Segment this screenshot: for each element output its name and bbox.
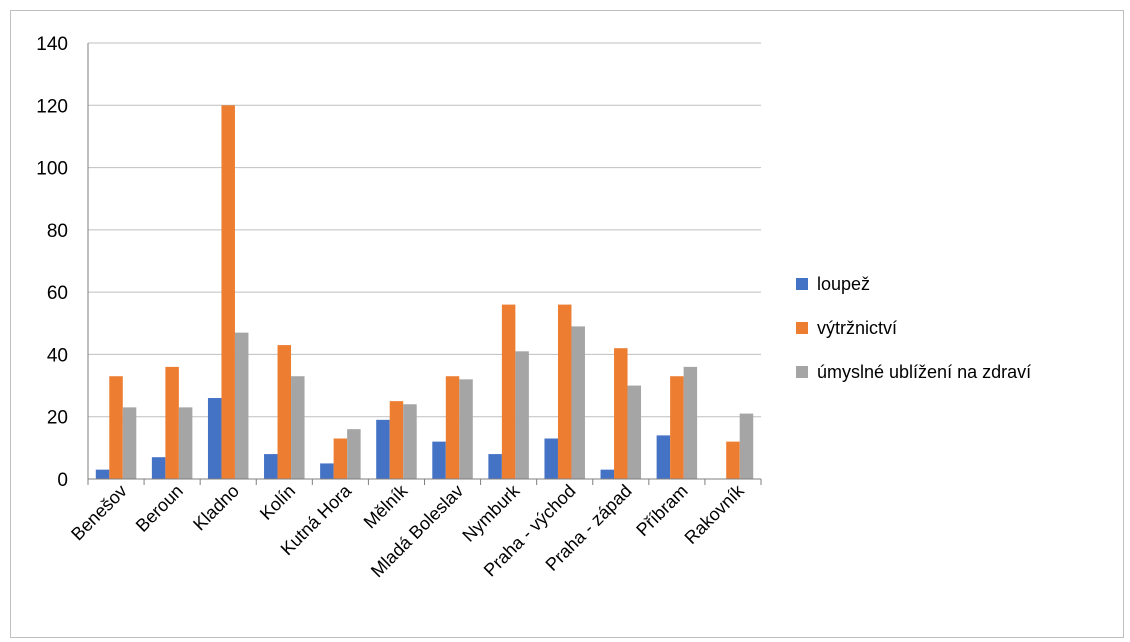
x-category-label: Kolín	[256, 481, 299, 524]
bar	[122, 407, 137, 479]
bar	[557, 304, 572, 479]
bar	[432, 441, 446, 479]
bar	[291, 376, 305, 479]
y-tick-label: 140	[36, 34, 68, 55]
legend-swatch	[796, 366, 808, 378]
bar	[488, 454, 502, 479]
bar	[683, 366, 698, 479]
bar	[151, 457, 166, 479]
legend: loupež výtržnictví úmyslné ublížení na zdr…	[796, 274, 1031, 382]
y-tick-label: 100	[36, 159, 68, 180]
x-category-label: Kladno	[189, 481, 243, 535]
bar	[600, 469, 615, 479]
y-tick-label: 0	[57, 470, 68, 491]
bar	[277, 345, 292, 479]
y-tick-label: 80	[47, 221, 68, 242]
bar	[739, 413, 754, 479]
bar	[544, 438, 558, 479]
bar-chart: 0 20 40 60 80 100 120 140 Benešov Beroun Kladno Ko…	[36, 34, 1031, 581]
bar	[264, 454, 278, 479]
bar	[376, 419, 390, 479]
bar	[571, 326, 585, 479]
y-tick-label: 60	[47, 283, 68, 304]
bar	[389, 401, 404, 479]
bar	[445, 376, 460, 479]
gridlines	[88, 42, 761, 418]
x-category-label: Mělník	[360, 480, 412, 532]
y-tick-labels: 0 20 40 60 80 100 120 140	[36, 34, 68, 491]
bar	[95, 469, 110, 479]
bar	[320, 463, 334, 479]
legend-label: výtržnictví	[817, 318, 897, 338]
legend-swatch	[796, 278, 808, 290]
legend-label: úmyslné ublížení na zdraví	[817, 362, 1031, 382]
legend-label: loupež	[817, 274, 870, 294]
y-tick-label: 40	[47, 345, 68, 366]
x-category-label: Beroun	[132, 481, 187, 536]
bar	[347, 429, 361, 479]
y-tick-label: 120	[36, 96, 68, 117]
chart-frame: 0 20 40 60 80 100 120 140 Benešov Beroun Kladno Ko…	[10, 10, 1124, 638]
bar	[627, 385, 642, 479]
bar	[670, 376, 684, 479]
y-tick-label: 20	[47, 408, 68, 429]
bar	[109, 376, 123, 479]
bar	[165, 366, 179, 479]
bar	[333, 438, 348, 479]
bar	[726, 441, 740, 479]
bar	[656, 435, 671, 479]
bar	[614, 348, 628, 479]
bar	[403, 404, 417, 479]
axes	[87, 43, 762, 485]
bar	[178, 407, 193, 479]
x-category-label: Benešov	[67, 481, 131, 545]
bar	[234, 332, 249, 479]
x-category-label: Rakovník	[681, 480, 749, 548]
bar	[221, 105, 235, 480]
bar	[207, 398, 222, 479]
legend-swatch	[796, 322, 808, 334]
bar	[459, 379, 473, 479]
bars	[95, 105, 754, 480]
bar	[515, 351, 529, 479]
bar	[501, 304, 516, 479]
